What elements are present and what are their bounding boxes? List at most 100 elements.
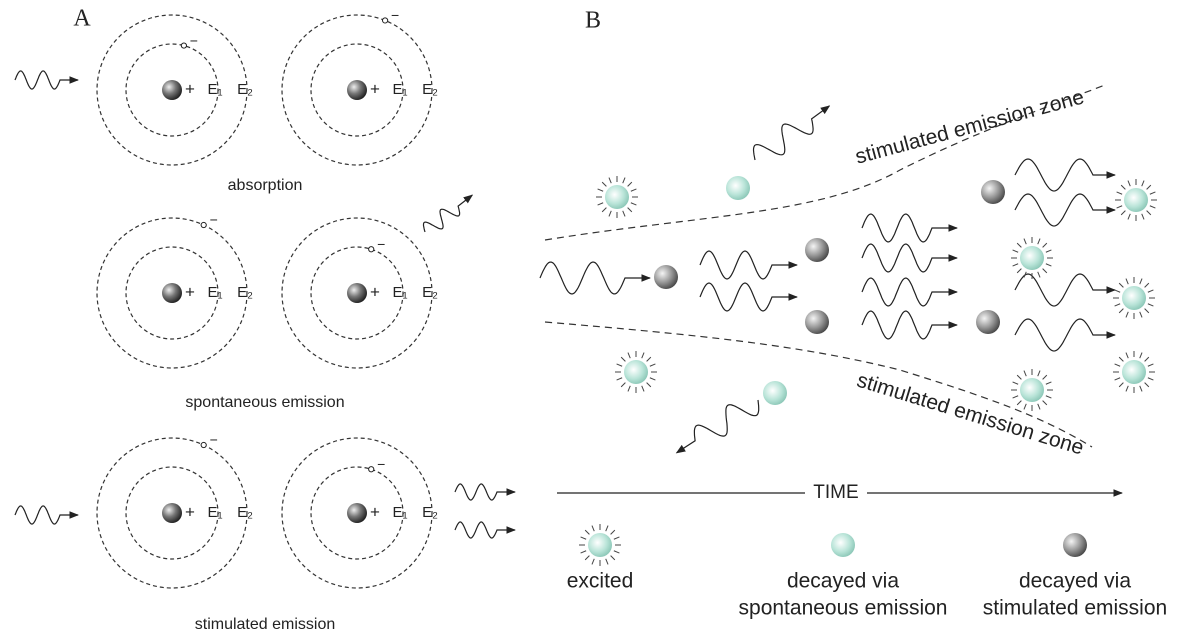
glow-ray — [1114, 377, 1121, 381]
glow-ray — [1139, 311, 1143, 318]
electron-sign: − — [391, 7, 399, 23]
glow-ray — [1045, 263, 1052, 267]
glow-ray — [1016, 242, 1022, 248]
glow-ray — [1139, 278, 1143, 285]
atom-excited — [605, 185, 629, 209]
glow-ray — [1116, 205, 1123, 209]
legend-label: spontaneous emission — [739, 597, 948, 620]
level-label: E₂ — [237, 81, 253, 98]
glow-ray — [1139, 352, 1143, 359]
glow-ray — [1037, 403, 1041, 410]
orbit — [281, 437, 433, 589]
nucleus-sign: + — [370, 79, 380, 98]
photon — [539, 261, 651, 295]
photon — [14, 505, 79, 525]
photon — [1014, 158, 1116, 192]
glow-ray — [1125, 352, 1129, 359]
orbit — [125, 246, 219, 340]
atom-excited — [1122, 360, 1146, 384]
atom-spontaneous — [726, 176, 750, 200]
electron-sign: − — [190, 32, 198, 48]
orbit — [310, 466, 404, 560]
glow-ray — [591, 525, 595, 532]
glow-ray — [605, 525, 609, 532]
level-label: E₁ — [207, 504, 222, 521]
glow-ray — [1147, 363, 1154, 367]
nucleus — [347, 80, 367, 100]
electron-sign: − — [377, 456, 385, 472]
photon — [699, 250, 798, 280]
glow-ray — [1147, 303, 1154, 307]
atom-excited — [1124, 188, 1148, 212]
nucleus-sign: + — [185, 282, 195, 301]
electron — [381, 17, 389, 24]
glow-ray — [1125, 278, 1129, 285]
atom-excited — [1122, 286, 1146, 310]
glow-ray — [1114, 303, 1121, 307]
glow-ray — [1116, 191, 1123, 195]
glow-ray — [1146, 210, 1152, 216]
glow-ray — [580, 536, 587, 540]
glow-ray — [630, 188, 637, 192]
glow-ray — [605, 558, 609, 565]
glow-ray — [1023, 238, 1027, 245]
glow-ray — [1016, 374, 1022, 380]
glow-ray — [1023, 403, 1027, 410]
orbit — [96, 437, 248, 589]
nucleus — [162, 283, 182, 303]
nucleus — [162, 503, 182, 523]
glow-ray — [627, 181, 633, 187]
glow-ray — [608, 177, 612, 184]
level-label: E₂ — [422, 284, 438, 301]
atom-excited — [1020, 246, 1044, 270]
orbit — [310, 246, 404, 340]
glow-ray — [601, 207, 607, 213]
glow-ray — [616, 363, 623, 367]
glow-ray — [627, 352, 631, 359]
glow-ray — [1016, 268, 1022, 274]
axis-label-bg — [805, 481, 867, 505]
level-label: E₁ — [392, 81, 407, 98]
orbit — [310, 43, 404, 137]
photon — [1014, 273, 1116, 307]
glow-ray — [1023, 370, 1027, 377]
glow-ray — [1144, 282, 1150, 288]
photon — [14, 70, 79, 90]
glow-ray — [1149, 205, 1156, 209]
glow-ray — [1118, 308, 1124, 314]
glow-ray — [1118, 356, 1124, 362]
glow-ray — [646, 356, 652, 362]
electron — [200, 221, 207, 229]
electron — [368, 466, 375, 473]
atom-spontaneous — [831, 533, 855, 557]
glow-ray — [1147, 289, 1154, 293]
photon — [1014, 318, 1116, 352]
photon — [1014, 193, 1116, 227]
glow-ray — [608, 210, 612, 217]
glow-ray — [610, 529, 616, 535]
atom-stimulated — [805, 310, 829, 334]
glow-ray — [1042, 400, 1048, 406]
glow-ray — [616, 377, 623, 381]
legend-label: decayed via — [787, 570, 899, 593]
glow-ray — [1045, 381, 1052, 385]
photon — [861, 243, 958, 273]
zone-label: stimulated emission zone — [853, 85, 1087, 168]
glow-ray — [1149, 191, 1156, 195]
glow-ray — [1023, 271, 1027, 278]
atom-stimulated — [805, 238, 829, 262]
photon — [454, 521, 516, 539]
nucleus — [162, 80, 182, 100]
electron — [368, 246, 375, 253]
glow-ray — [1144, 308, 1150, 314]
glow-ray — [1042, 268, 1048, 274]
glow-ray — [622, 210, 626, 217]
photon — [752, 105, 831, 161]
orbit — [125, 466, 219, 560]
atom-stimulated — [1063, 533, 1087, 557]
glow-ray — [641, 352, 645, 359]
photon — [422, 194, 474, 233]
atom-stimulated — [654, 265, 678, 289]
glow-ray — [1146, 184, 1152, 190]
electron — [200, 441, 207, 449]
